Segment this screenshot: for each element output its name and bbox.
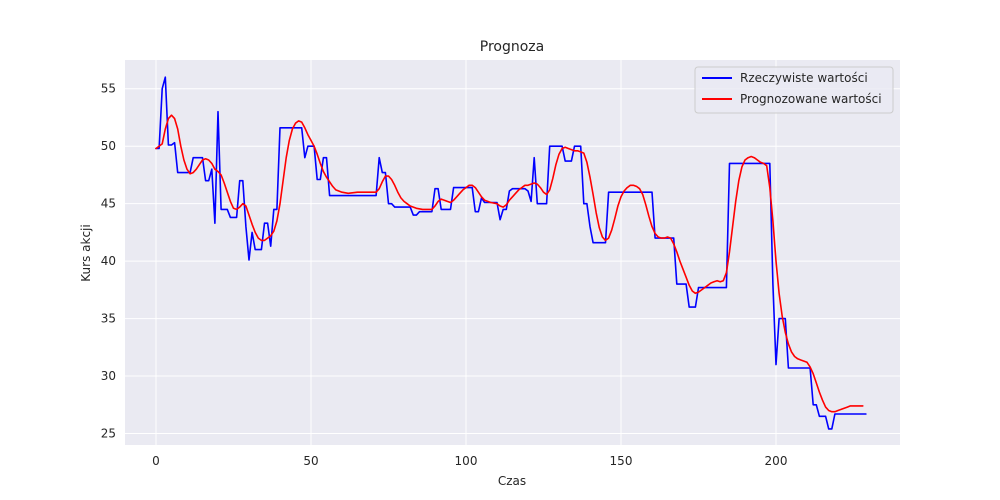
x-tick-label: 50 — [303, 454, 318, 468]
y-tick-label: 35 — [101, 312, 116, 326]
chart-title: Prognoza — [480, 39, 544, 55]
y-tick-labels: 25 30 35 40 45 50 55 — [101, 82, 116, 441]
x-axis-label: Czas — [498, 474, 526, 488]
y-axis-label: Kurs akcji — [79, 224, 93, 281]
legend-label-predicted: Prognozowane wartości — [740, 92, 882, 106]
y-tick-label: 55 — [101, 82, 116, 96]
x-tick-label: 0 — [152, 454, 160, 468]
y-tick-label: 40 — [101, 254, 116, 268]
legend-box — [694, 66, 894, 114]
series-line-predicted — [155, 114, 864, 413]
y-tick-label: 30 — [101, 369, 116, 383]
plot-background — [125, 60, 900, 445]
series-lines — [155, 76, 867, 430]
y-tick-label: 45 — [101, 197, 116, 211]
legend-label-actual: Rzeczywiste wartości — [740, 71, 868, 85]
y-tick-label: 50 — [101, 139, 116, 153]
x-tick-label: 100 — [455, 454, 478, 468]
series-line-actual — [155, 76, 867, 430]
legend: Rzeczywiste wartości Prognozowane wartoś… — [694, 66, 894, 114]
x-tick-labels: 0 50 100 150 200 — [152, 454, 787, 468]
x-tick-label: 200 — [765, 454, 788, 468]
x-tick-label: 150 — [610, 454, 633, 468]
y-tick-label: 25 — [101, 427, 116, 441]
